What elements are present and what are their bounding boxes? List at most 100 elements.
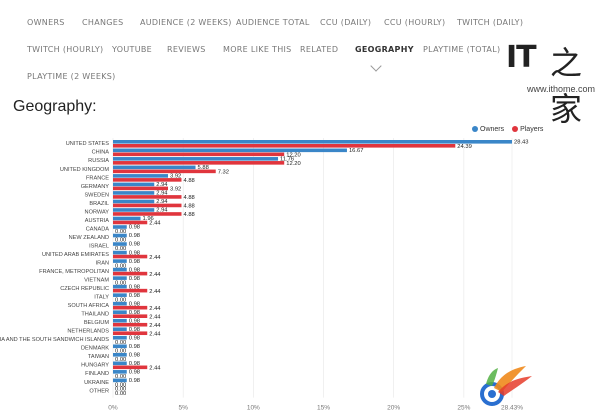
legend-owners-label: Owners xyxy=(480,126,505,133)
tab-reviews[interactable]: REVIEWS xyxy=(167,45,206,54)
category-label: OTHER xyxy=(89,388,109,394)
category-label: GERMANY xyxy=(81,184,110,190)
owners-bar xyxy=(113,174,169,178)
category-label: VIETNAM xyxy=(84,278,109,284)
owners-bar xyxy=(113,310,127,314)
category-label: FRANCE, METROPOLITAN xyxy=(39,269,109,275)
players-bar xyxy=(113,305,148,310)
x-tick-label: 25% xyxy=(457,405,470,412)
players-value-label: 4.88 xyxy=(183,212,194,218)
players-value-label: 0.00 xyxy=(115,280,126,286)
tab-ccu-hourly[interactable]: CCU (HOURLY) xyxy=(384,18,446,27)
owners-value-label: 2.94 xyxy=(156,208,168,214)
tab-audience-total[interactable]: AUDIENCE TOTAL xyxy=(236,18,310,27)
owners-bar xyxy=(113,250,127,255)
players-value-label: 4.88 xyxy=(183,195,194,201)
category-label: THAILAND xyxy=(81,312,109,318)
owners-value-label: 0.98 xyxy=(129,344,140,350)
category-label: NETHERLANDS xyxy=(67,329,109,335)
owners-bar xyxy=(113,165,196,170)
tab-playtime-total[interactable]: PLAYTIME (TOTAL) xyxy=(423,45,501,54)
players-value-label: 2.44 xyxy=(149,289,161,295)
owners-bar xyxy=(113,216,141,221)
players-value-label: 0.00 xyxy=(115,391,126,397)
players-bar xyxy=(113,195,182,199)
players-value-label: 0.00 xyxy=(115,374,126,380)
category-label: CZECH REPUBLIC xyxy=(60,286,109,292)
owners-value-label: 0.98 xyxy=(129,242,140,248)
legend-owners[interactable]: Owners xyxy=(472,126,506,133)
logo-glyph: 之家 xyxy=(550,44,583,128)
category-label: ITALY xyxy=(94,295,109,301)
players-bar xyxy=(113,271,148,276)
tab-more-like-this[interactable]: MORE LIKE THIS xyxy=(223,45,292,54)
owners-value-label: 0.98 xyxy=(129,370,140,376)
legend-owners-dot xyxy=(472,126,478,133)
owners-value-label: 11.76 xyxy=(280,157,294,163)
owners-bar xyxy=(113,335,127,340)
tab-bar: OWNERS CHANGES AUDIENCE (2 WEEKS) AUDIENCE … xyxy=(0,0,600,88)
tab-geography[interactable]: GEOGRAPHY xyxy=(355,45,414,54)
players-bar xyxy=(113,365,148,370)
owners-value-label: 2.94 xyxy=(156,199,168,205)
owners-bar xyxy=(113,284,127,289)
owners-value-label: 2.94 xyxy=(156,182,168,188)
geography-chart: 0% 5% 10% 15% 20% 25% 28.43% UNITED STATES 28.43… xyxy=(0,138,529,412)
category-label: FRANCE xyxy=(86,175,109,181)
category-label: UNITED STATES xyxy=(66,141,110,147)
players-bar xyxy=(113,322,148,327)
players-value-label: 0.00 xyxy=(115,340,126,346)
players-bar xyxy=(113,254,148,259)
players-bar xyxy=(113,144,456,148)
owners-value-label: 2.94 xyxy=(156,191,168,197)
players-bar xyxy=(113,212,182,216)
players-value-label: 2.44 xyxy=(149,366,161,372)
owners-bar xyxy=(113,182,155,187)
players-bar xyxy=(113,288,148,293)
legend-players-dot xyxy=(512,126,519,133)
tab-ccu-daily[interactable]: CCU (DAILY) xyxy=(320,18,372,27)
owners-value-label: 0.98 xyxy=(129,250,140,256)
owners-value-label: 0.98 xyxy=(129,361,140,367)
owners-bar xyxy=(113,140,512,144)
owners-bar xyxy=(113,233,127,238)
players-bar xyxy=(113,169,216,174)
owners-bar xyxy=(113,208,155,212)
legend-players[interactable]: Players xyxy=(512,126,543,133)
players-value-label: 4.88 xyxy=(183,178,194,184)
category-label: CHINA xyxy=(92,150,110,156)
tab-related[interactable]: RELATED xyxy=(300,45,339,54)
tab-youtube[interactable]: YOUTUBE xyxy=(112,45,152,54)
players-value-label: 0.00 xyxy=(115,229,126,235)
owners-bar xyxy=(113,267,127,272)
players-value-label: 12.20 xyxy=(286,153,301,159)
tab-twitch-daily[interactable]: TWITCH (DAILY) xyxy=(457,18,524,27)
owners-bar xyxy=(113,318,127,323)
category-label: UNITED ARAB EMIRATES xyxy=(42,252,109,258)
players-value-label: 0.00 xyxy=(115,357,126,363)
players-value-label: 24.39 xyxy=(457,144,472,150)
owners-value-label: 0.98 xyxy=(129,284,140,290)
tab-audience-2-weeks[interactable]: AUDIENCE (2 WEEKS) xyxy=(140,18,232,27)
players-bar xyxy=(113,203,182,208)
x-tick-label: 0% xyxy=(108,405,118,412)
owners-bar xyxy=(113,191,155,195)
owners-value-label: 0.98 xyxy=(129,327,140,333)
owners-value-label: 0.98 xyxy=(129,259,140,265)
owners-value-label: 16.67 xyxy=(349,148,364,154)
players-bar xyxy=(113,161,285,165)
owners-value-label: 5.88 xyxy=(198,165,209,171)
category-label: DENMARK xyxy=(81,346,109,352)
owners-bar xyxy=(113,327,127,332)
tab-changes[interactable]: CHANGES xyxy=(82,18,124,27)
players-value-label: 0.00 xyxy=(115,297,126,303)
tab-twitch-hourly[interactable]: TWITCH (HOURLY) xyxy=(27,45,104,54)
tab-playtime-2-weeks[interactable]: PLAYTIME (2 WEEKS) xyxy=(27,72,116,81)
owners-value-label: 0.98 xyxy=(129,293,140,299)
owners-bar xyxy=(113,361,127,366)
tab-owners[interactable]: OWNERS xyxy=(27,18,65,27)
owners-value-label: 0.98 xyxy=(129,301,140,307)
owners-value-label: 0.98 xyxy=(129,233,140,239)
players-value-label: 12.20 xyxy=(286,161,301,167)
chart-legend: Owners Players xyxy=(472,126,549,133)
